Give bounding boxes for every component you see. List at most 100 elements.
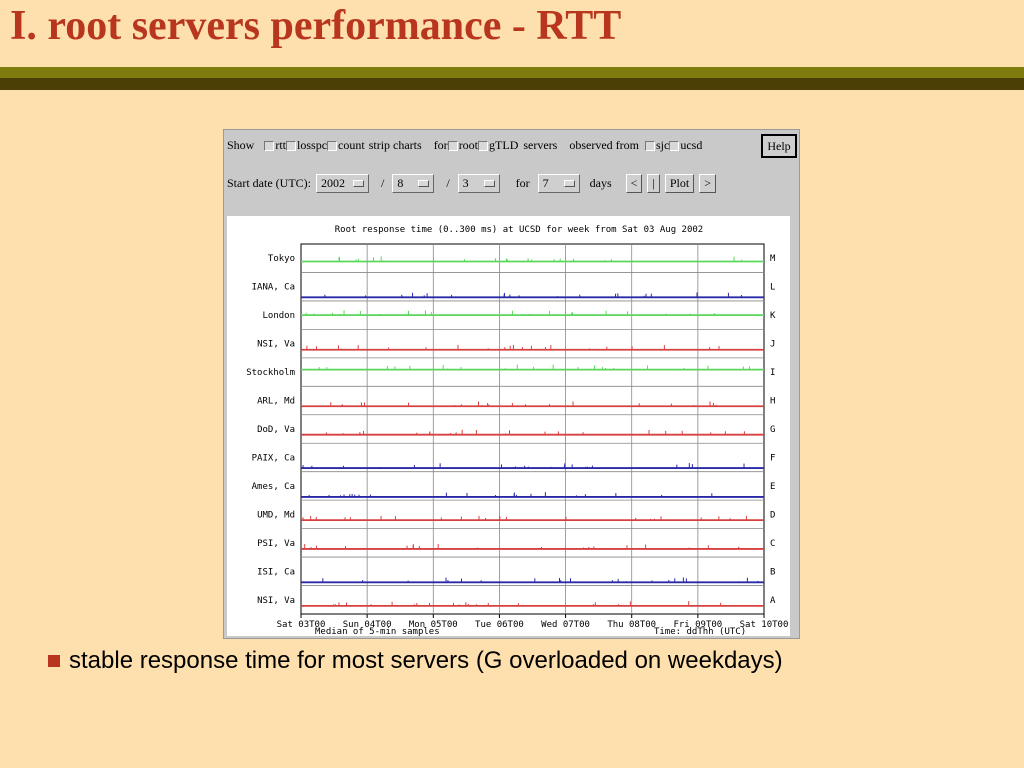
ucsd-checkbox-label: ucsd (680, 138, 703, 152)
x-axis-label-right: Time: ddThh (UTC) (654, 627, 746, 636)
checkbox-box[interactable] (327, 140, 338, 151)
strip-label-right: I (770, 368, 775, 378)
servers-label: servers (523, 138, 558, 152)
strip-label-left: PSI, Va (257, 539, 295, 549)
strip-label-right: E (770, 482, 775, 492)
for-days-label: for (515, 176, 530, 190)
help-button[interactable]: Help (761, 134, 797, 158)
strip-label-left: IANA, Ca (252, 283, 295, 293)
observed-from-label: observed from (569, 138, 639, 152)
plot-frame (300, 243, 765, 615)
x-tick-label: Wed 07T00 (541, 620, 590, 630)
day-value: 3 (462, 176, 469, 190)
gtld-checkbox-label: gTLD (489, 138, 519, 152)
square-bullet-icon (48, 655, 60, 667)
next-button[interactable]: > (699, 174, 716, 193)
x-tick-label: Thu 08T00 (607, 620, 656, 630)
x-tick-label: Tue 06T00 (475, 620, 524, 630)
strip-label-left: UMD, Md (257, 510, 295, 520)
rtt-strip-chart: Root response time (0..300 ms) at UCSD f… (227, 216, 790, 636)
strip-label-right: H (770, 397, 775, 407)
day-select[interactable]: 3 (457, 174, 500, 193)
sjc-checkbox-label: sjc (656, 138, 670, 152)
rtt-checkbox[interactable]: rtt (264, 138, 286, 153)
x-axis-label: Median of 5-min samples (315, 627, 440, 636)
root-checkbox-label: root (458, 138, 479, 152)
strip-label-right: L (770, 283, 775, 293)
strip-label-left: NSI, Va (257, 340, 295, 350)
count-checkbox-label: count (338, 138, 365, 152)
x-tick-label: Mon 05T00 (409, 620, 458, 630)
strip-label-left: ARL, Md (257, 397, 295, 407)
strip-label-right: G (770, 425, 775, 435)
strip-label-left: Stockholm (246, 368, 295, 378)
chart-strips: Tokyo M IANA, Ca L London K NSI, Va J Stockholm I… (246, 254, 776, 607)
strip-label-right: D (770, 510, 775, 520)
slide-title: I. root servers performance - RTT (10, 3, 622, 49)
checkbox-box[interactable] (645, 140, 655, 151)
strip-label-left: ISI, Ca (257, 567, 295, 577)
now-button[interactable]: | (647, 174, 660, 193)
title-divider-dark (0, 78, 1024, 90)
strip-label-right: A (770, 596, 776, 606)
start-date-label: Start date (UTC): (227, 176, 311, 190)
rtt-checkbox-label: rtt (275, 138, 287, 152)
title-divider-olive (0, 67, 1024, 78)
strip-label-right: J (770, 340, 775, 350)
days-select[interactable]: 7 (537, 174, 580, 193)
sjc-checkbox[interactable]: sjc (645, 138, 669, 153)
x-tick-label: Fri 09T00 (673, 620, 722, 630)
days-label: days (589, 176, 612, 190)
strip-label-right: M (770, 254, 776, 264)
date-separator: / (380, 176, 385, 190)
bullet-text: stable response time for most servers (G… (69, 647, 783, 674)
strip-label-left: DoD, Va (257, 425, 295, 435)
month-select[interactable]: 8 (392, 174, 435, 193)
strip-label-left: London (262, 311, 295, 321)
strip-label-right: B (770, 567, 775, 577)
checkbox-box[interactable] (478, 140, 489, 151)
chart-grid (300, 243, 765, 615)
chart-svg: Root response time (0..300 ms) at UCSD f… (246, 225, 789, 636)
chart-title: Root response time (0..300 ms) at UCSD f… (335, 225, 703, 235)
strip-charts-label: strip charts (368, 138, 422, 152)
chevron-down-icon (483, 180, 495, 187)
options-row: Show rtt losspc count strip charts for r… (227, 138, 702, 153)
strip-label-right: K (770, 311, 776, 321)
checkbox-box[interactable] (447, 140, 458, 151)
strip-label-right: C (770, 539, 775, 549)
chevron-down-icon (563, 180, 575, 187)
ucsd-checkbox[interactable]: ucsd (669, 138, 702, 153)
x-tick-label: Sat 03T00 (277, 620, 326, 630)
checkbox-box[interactable] (286, 140, 297, 151)
checkbox-box[interactable] (669, 140, 680, 151)
x-tick-label: Sat 10T00 (740, 620, 789, 630)
losspc-checkbox-label: losspc (297, 138, 328, 152)
strip-label-left: NSI, Va (257, 596, 295, 606)
strip-label-right: F (770, 453, 775, 463)
chevron-down-icon (352, 180, 364, 187)
root-checkbox[interactable]: root (447, 138, 479, 153)
show-label: Show (227, 138, 255, 152)
prev-button[interactable]: < (625, 174, 643, 193)
date-row: Start date (UTC): 2002 / 8 / 3 for 7 day… (227, 174, 716, 193)
year-select[interactable]: 2002 (315, 174, 369, 193)
days-value: 7 (542, 176, 549, 190)
checkbox-box[interactable] (264, 140, 275, 151)
rtt-query-panel: Show rtt losspc count strip charts for r… (223, 129, 800, 639)
strip-label-left: PAIX, Ca (252, 453, 295, 463)
strip-label-left: Tokyo (268, 254, 295, 264)
for-label: for (433, 138, 448, 152)
x-axis: Sat 03T00 Sun 04T00 Mon 05T00 Tue 06T00 Wed … (277, 614, 789, 630)
date-separator: / (446, 176, 450, 190)
x-tick-label: Sun 04T00 (343, 620, 392, 630)
month-value: 8 (397, 176, 404, 190)
chevron-down-icon (418, 180, 430, 187)
bullet-item: stable response time for most servers (G… (48, 647, 783, 675)
year-value: 2002 (320, 176, 345, 190)
losspc-checkbox[interactable]: losspc (286, 138, 327, 153)
plot-button[interactable]: Plot (664, 174, 695, 193)
gtld-checkbox[interactable]: gTLD (478, 138, 518, 153)
strip-label-left: Ames, Ca (252, 482, 295, 492)
count-checkbox[interactable]: count (327, 138, 365, 153)
